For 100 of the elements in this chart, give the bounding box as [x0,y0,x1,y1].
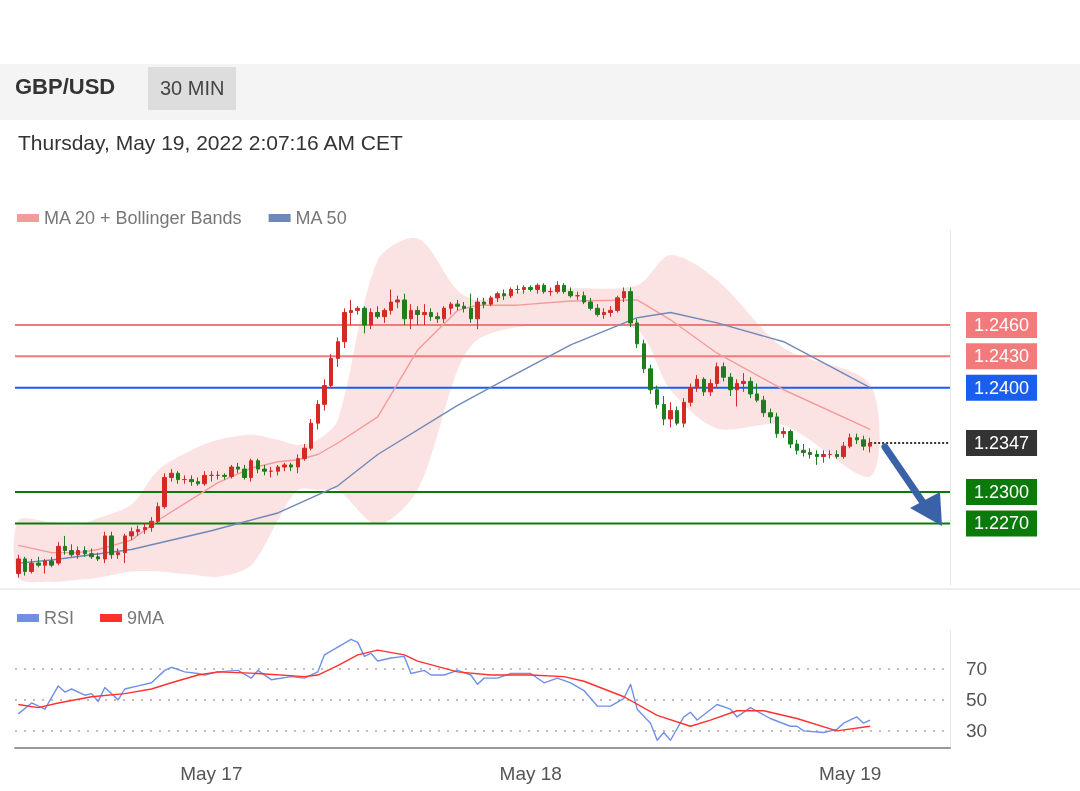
candlestick [389,289,393,316]
candlestick [482,297,486,309]
candlestick [43,558,47,575]
y-tick-label: 30 [966,720,988,742]
candlestick [568,286,573,299]
candlestick [402,293,407,326]
candlestick [815,449,819,466]
candlestick [668,401,673,428]
candlestick [715,362,719,389]
candlestick [302,443,307,462]
candlestick [23,556,27,577]
candlestick [395,295,400,309]
candlestick [322,378,327,412]
candlestick [442,305,446,324]
candlestick [821,449,826,464]
candlestick [242,464,247,481]
candlestick [555,280,560,295]
candlestick [702,376,706,397]
candlestick [249,458,253,483]
candlestick [462,301,466,313]
candlestick [169,468,174,483]
y-tick-label: 1.2430 [974,346,1030,367]
candlestick [582,291,586,305]
y-tick-label: 1.2347 [974,433,1030,453]
candlestick [222,472,227,481]
legend-label: MA 50 [295,208,347,228]
candlestick [682,397,686,428]
y-tick-label: 1.2460 [974,315,1030,336]
candlestick [655,385,659,410]
candlestick [143,522,147,535]
candlestick [429,307,433,322]
candlestick [662,395,666,426]
line-series [17,649,871,732]
candlestick [728,372,733,397]
candlestick [349,299,353,326]
candlestick [156,502,160,524]
candlestick [36,556,41,568]
candlestick [162,472,167,510]
candlestick [329,353,333,389]
candlestick [149,516,154,533]
candlestick [449,301,453,316]
candlestick [761,395,766,418]
candlestick [236,462,240,474]
candlestick [708,378,713,397]
candlestick [808,447,812,460]
y-tick-label: 1.2270 [974,513,1030,534]
candlestick [648,364,653,395]
candlestick [83,545,87,558]
candlestick [469,293,473,324]
candlestick [542,282,546,295]
candlestick [369,307,373,330]
candlestick [642,339,646,374]
candlestick [489,295,493,307]
candlestick [103,531,107,564]
candlestick [196,476,200,487]
candlestick [775,412,779,439]
chart-subtitle: 30 MIN [148,67,237,110]
candlestick [342,307,347,349]
candlestick [755,382,759,403]
candlestick [116,547,120,560]
legend-label: 9MA [127,608,165,628]
text: Thursday, May 19, 2022 2:07:16 AM CET [18,131,403,155]
candlestick [495,291,500,303]
candlestick [741,372,746,393]
candlestick [522,284,526,295]
candlestick [49,556,54,568]
candlestick [615,295,620,313]
candlestick [781,426,786,439]
candlestick [189,474,194,487]
candlestick [848,433,852,449]
candlestick [608,305,613,318]
candlestick [136,524,140,537]
candlestick [123,533,127,564]
candlestick [109,531,114,560]
y-tick-label: 50 [966,689,988,711]
candlestick [282,462,287,472]
candlestick [788,428,793,449]
y-tick-label: 70 [966,658,988,680]
candlestick [296,453,300,474]
candlestick [595,303,600,318]
candlestick [861,435,866,451]
candlestick [475,297,480,330]
candlestick [129,527,134,541]
line-series [17,638,871,741]
candlestick [16,554,21,579]
candlestick [96,552,100,562]
x-tick-label: May 19 [819,763,882,784]
candlestick [229,464,234,479]
candlestick [721,362,726,382]
candlestick [289,462,293,472]
candlestick [362,305,367,334]
candlestick [415,305,420,326]
candlestick [748,376,753,399]
candlestick [316,399,320,430]
candlestick [355,305,360,316]
candlestick [562,282,566,295]
candlestick [256,458,260,474]
candlestick [89,547,94,560]
candlestick [202,470,207,487]
candlestick [735,378,739,407]
